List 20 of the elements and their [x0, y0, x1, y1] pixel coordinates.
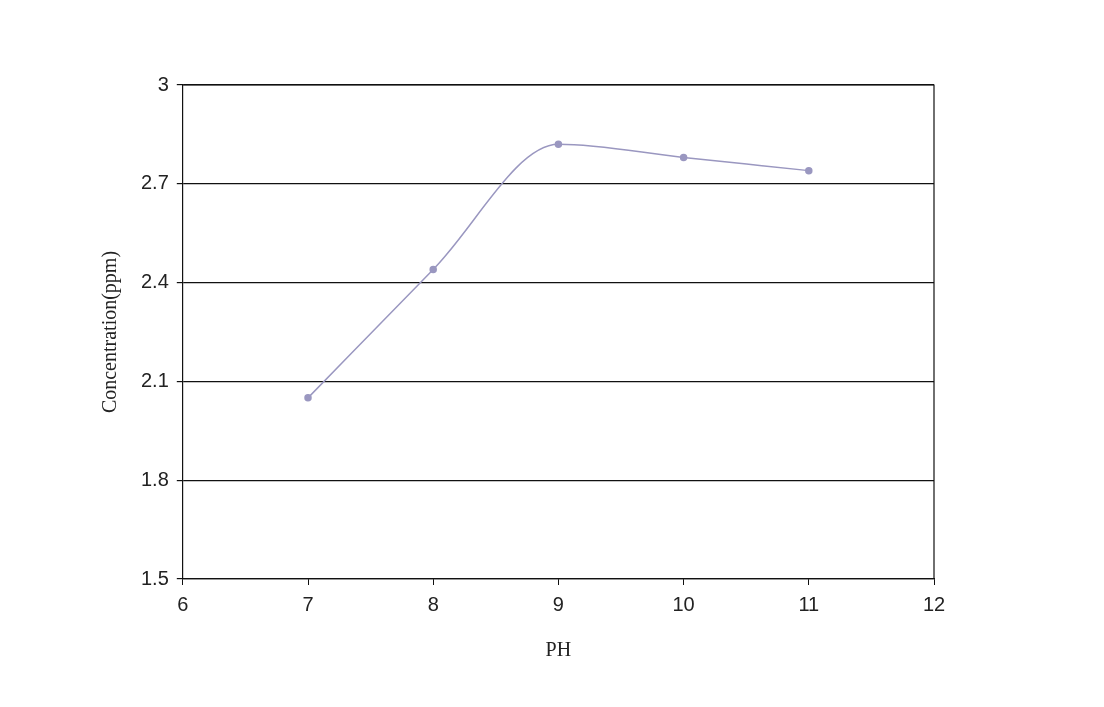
x-tick-label: 9 [552, 592, 564, 615]
y-tick-label: 3 [157, 72, 169, 95]
y-axis-title: Concentration(ppm) [98, 250, 122, 414]
x-axis-title: PH [545, 638, 572, 661]
x-tick-label: 8 [427, 592, 439, 615]
point [554, 140, 563, 149]
x-tick-label: 11 [798, 592, 820, 615]
point [679, 153, 688, 162]
y-tick-label: 2.7 [140, 171, 169, 194]
x-tick-label: 12 [922, 592, 946, 615]
x-tick-label: 6 [177, 592, 189, 615]
y-tick-label: 2.4 [140, 270, 169, 293]
y-tick-label: 2.1 [140, 368, 169, 391]
point [429, 265, 437, 274]
x-tick-label: 7 [302, 592, 314, 615]
point [304, 394, 312, 402]
x-tick-label: 10 [672, 592, 695, 615]
y-tick-label: 1.8 [140, 467, 169, 490]
point [805, 166, 813, 175]
y-tick-label: 1.5 [140, 566, 169, 589]
